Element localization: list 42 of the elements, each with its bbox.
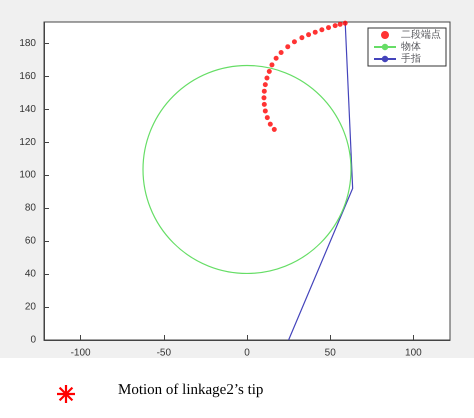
point xyxy=(312,30,318,35)
y-tick-label: 60 xyxy=(24,236,36,247)
point xyxy=(262,82,268,88)
point xyxy=(262,88,267,94)
legend-label: 物体 xyxy=(401,40,421,52)
point xyxy=(261,95,266,100)
x-tick-label: 0 xyxy=(244,348,250,358)
y-tick-label: 160 xyxy=(19,70,36,82)
point xyxy=(332,23,338,28)
legend-label: 手指 xyxy=(401,52,421,64)
point xyxy=(274,56,279,61)
point xyxy=(285,44,290,50)
x-tick-label: 50 xyxy=(324,348,336,358)
point xyxy=(299,35,304,40)
point xyxy=(264,115,270,120)
point xyxy=(338,22,343,27)
point xyxy=(272,126,277,132)
x-tick-label: -50 xyxy=(156,348,172,358)
y-tick-label: 140 xyxy=(19,104,36,115)
point xyxy=(278,50,284,55)
y-tick-label: 20 xyxy=(24,302,36,313)
y-tick-label: 40 xyxy=(24,268,36,280)
x-tick-label: 100 xyxy=(405,348,422,358)
point xyxy=(342,20,348,26)
legend-label: 二段端点 xyxy=(401,28,441,40)
y-tick-label: 100 xyxy=(19,170,36,181)
point xyxy=(269,62,274,68)
point xyxy=(266,68,272,74)
text: Motion of linkage2’s tip xyxy=(118,382,264,399)
point xyxy=(268,122,273,127)
y-tick-label: 0 xyxy=(30,334,36,346)
y-tick-label: 120 xyxy=(19,136,36,148)
point xyxy=(306,32,312,38)
x-tick-label: -100 xyxy=(70,348,92,358)
point xyxy=(262,102,267,107)
y-tick-label: 80 xyxy=(24,202,36,214)
point xyxy=(264,76,270,81)
point xyxy=(292,39,297,44)
point xyxy=(326,25,332,30)
point xyxy=(319,27,324,32)
y-tick-label: 180 xyxy=(19,38,36,49)
point xyxy=(262,108,268,114)
